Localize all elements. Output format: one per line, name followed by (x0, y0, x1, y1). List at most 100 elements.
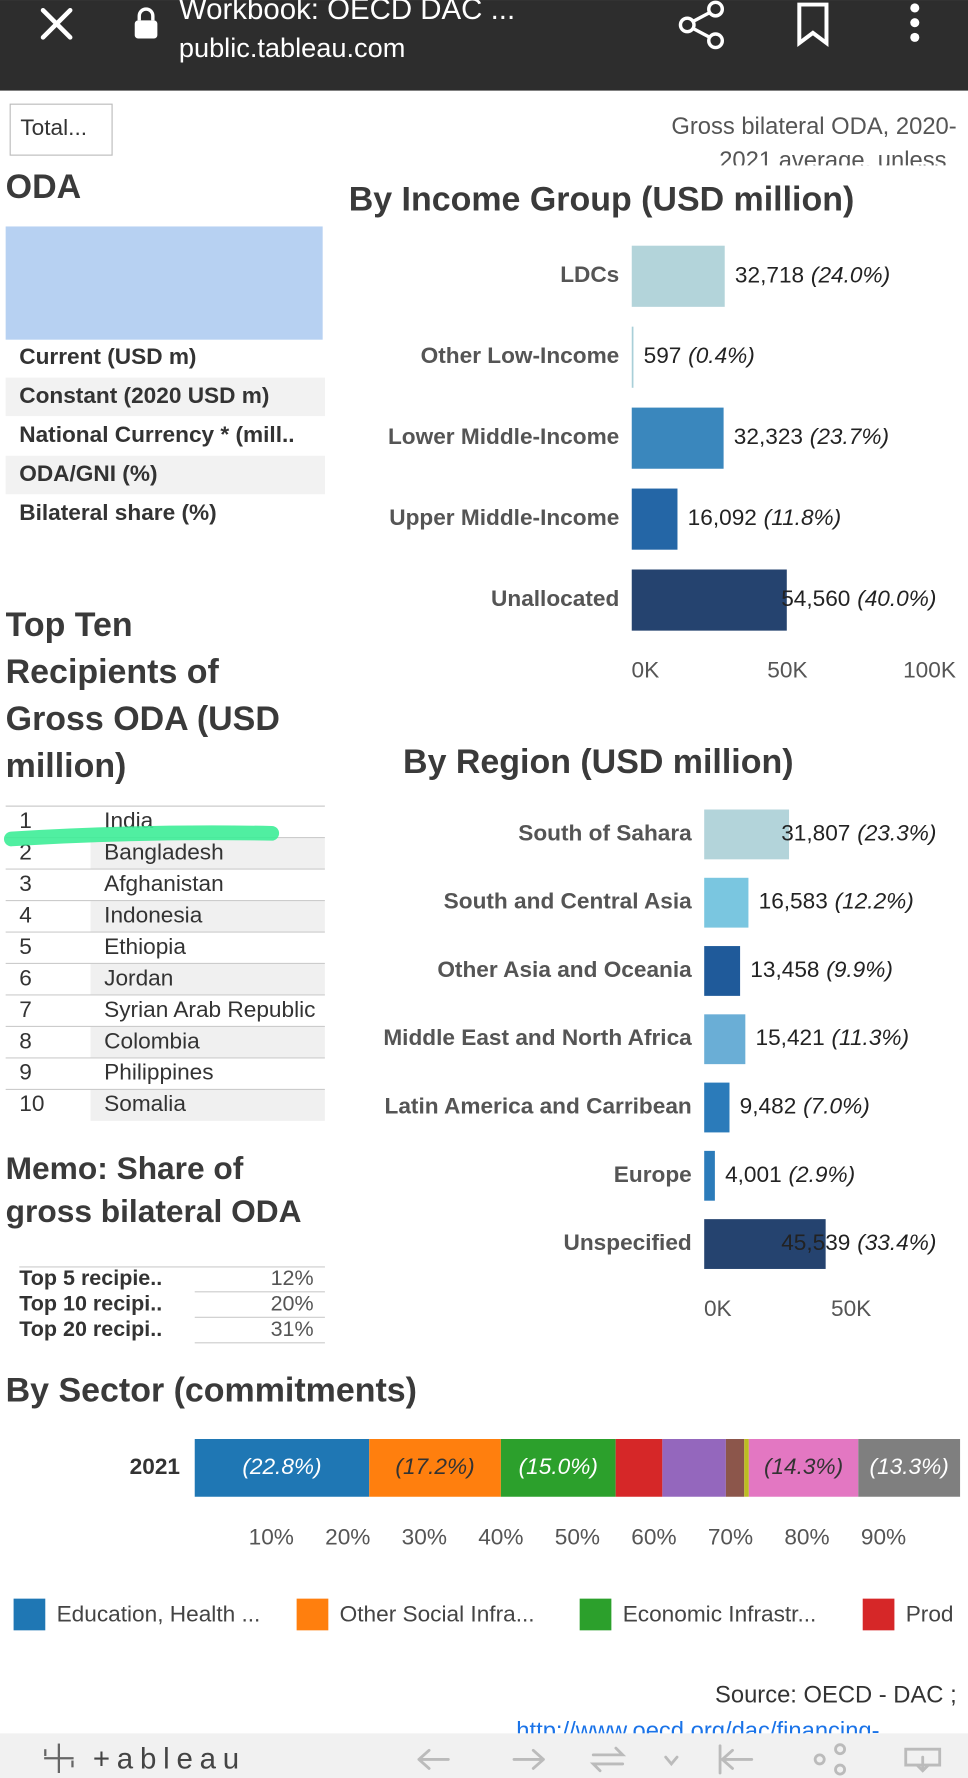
bar-segment (744, 1439, 749, 1497)
legend-label: Education, Health ... (57, 1602, 261, 1627)
measure: Constant (2020 USD m) (19, 383, 269, 408)
rank: 1 (19, 808, 32, 833)
note-line: Gross bilateral ODA, 2020- (671, 113, 956, 140)
measure: National Currency * (mill.. (19, 422, 294, 447)
x-tick-label: 70% (708, 1525, 753, 1550)
memo-label: Top 10 recipi.. (19, 1292, 162, 1316)
country: Bangladesh (104, 839, 224, 864)
tableau-mark (44, 1743, 74, 1773)
x-tick-label: 20% (325, 1525, 370, 1550)
category-label: Middle East and North Africa (383, 1025, 692, 1050)
rank: 5 (19, 934, 32, 959)
lock-icon (134, 7, 158, 39)
bar (704, 1082, 730, 1133)
bar (631, 569, 787, 631)
close-icon[interactable] (40, 7, 73, 40)
category-label: Unallocated (491, 586, 619, 611)
rank: 9 (19, 1060, 32, 1085)
dropdown[interactable] (9, 103, 113, 156)
category-label: Lower Middle-Income (388, 424, 619, 449)
bar-segment (725, 1439, 745, 1497)
measure: ODA/GNI (%) (19, 461, 157, 486)
category-label: LDCs (560, 262, 619, 287)
segment-label: (22.8%) (242, 1454, 321, 1479)
bar-segment (500, 1439, 616, 1497)
rank: 6 (19, 965, 32, 990)
bar (631, 326, 634, 388)
legend-swatch[interactable] (13, 1598, 46, 1631)
value-number: 16,092 (688, 505, 757, 530)
section-title: million) (6, 747, 127, 785)
country: Somalia (104, 1091, 186, 1116)
x-tick-label: 90% (861, 1525, 906, 1550)
browser-bar (0, 0, 968, 91)
bar (704, 809, 790, 860)
value-share: (24.0%) (811, 262, 890, 287)
value-number: 31,807 (781, 820, 850, 845)
x-tick-label: 50K (831, 1296, 871, 1321)
segment-label: (15.0%) (519, 1454, 598, 1479)
share-icon[interactable] (678, 0, 725, 50)
value-share: (33.4%) (857, 1230, 936, 1255)
value-share: (11.3%) (832, 1025, 910, 1050)
x-tick-label: 50K (767, 657, 807, 682)
bar-segment (748, 1439, 859, 1497)
bar (631, 488, 678, 550)
bar (631, 407, 724, 469)
value-share: (11.8%) (764, 505, 842, 530)
rank: 3 (19, 871, 32, 896)
country: Ethiopia (104, 934, 186, 959)
value-share: (12.2%) (835, 889, 914, 914)
country: Colombia (104, 1028, 200, 1053)
menu-icon[interactable] (910, 3, 920, 42)
category-label: Latin America and Carribean (385, 1093, 692, 1118)
category-label: South and Central Asia (444, 889, 692, 914)
legend-label: Other Social Infra... (340, 1602, 535, 1627)
value-label: 32,718 (24.0%) (735, 262, 890, 287)
oda-panel (5, 226, 323, 340)
legend-swatch[interactable] (296, 1598, 329, 1631)
value-number: 32,323 (734, 424, 803, 449)
bar-segment (662, 1439, 726, 1497)
value-share: (23.3%) (857, 820, 936, 845)
section-title: Recipients of (6, 653, 220, 691)
memo-label: Top 5 recipie.. (19, 1266, 162, 1290)
value-share: (9.9%) (826, 957, 893, 982)
bar-segment (858, 1439, 961, 1497)
row-shade (90, 837, 325, 870)
bookmark-icon[interactable] (797, 2, 829, 48)
bottom-bar (0, 1733, 968, 1778)
x-tick-label: 30% (402, 1525, 447, 1550)
bar-segment (369, 1439, 501, 1497)
value-share: (0.4%) (688, 343, 755, 368)
x-tick-label: 60% (631, 1525, 676, 1550)
x-tick-label: 80% (784, 1525, 829, 1550)
category-label: Unspecified (564, 1230, 692, 1255)
value-label: 9,482 (7.0%) (740, 1093, 870, 1118)
country: Philippines (104, 1060, 213, 1085)
row-shade (5, 455, 325, 495)
bar (704, 877, 749, 928)
highlight-stroke (3, 825, 280, 847)
bar (704, 1219, 826, 1269)
value-label: 45,539 (33.4%) (781, 1230, 936, 1255)
memo-value: 20% (271, 1292, 314, 1316)
note-line: 2021 average, unless (719, 147, 946, 174)
dropdown-label[interactable]: Total... (20, 115, 87, 140)
value-number: 9,482 (740, 1093, 797, 1118)
url: public.tableau.com (179, 32, 405, 63)
source-link[interactable]: http://www.oecd.org/dac/financing- (516, 1718, 879, 1745)
country: Syrian Arab Republic (104, 997, 315, 1022)
nav-icons[interactable] (417, 1743, 942, 1776)
section-title: gross bilateral ODA (6, 1193, 302, 1229)
legend-swatch[interactable] (862, 1598, 895, 1631)
legend-swatch[interactable] (579, 1598, 612, 1631)
value-share: (23.7%) (810, 424, 889, 449)
x-tick-label: 10% (249, 1525, 294, 1550)
bar (631, 245, 725, 307)
row-shade (90, 1089, 325, 1121)
chart-title: By Sector (commitments) (6, 1372, 417, 1410)
section-title: Top Ten (6, 606, 133, 644)
rank: 8 (19, 1028, 32, 1053)
